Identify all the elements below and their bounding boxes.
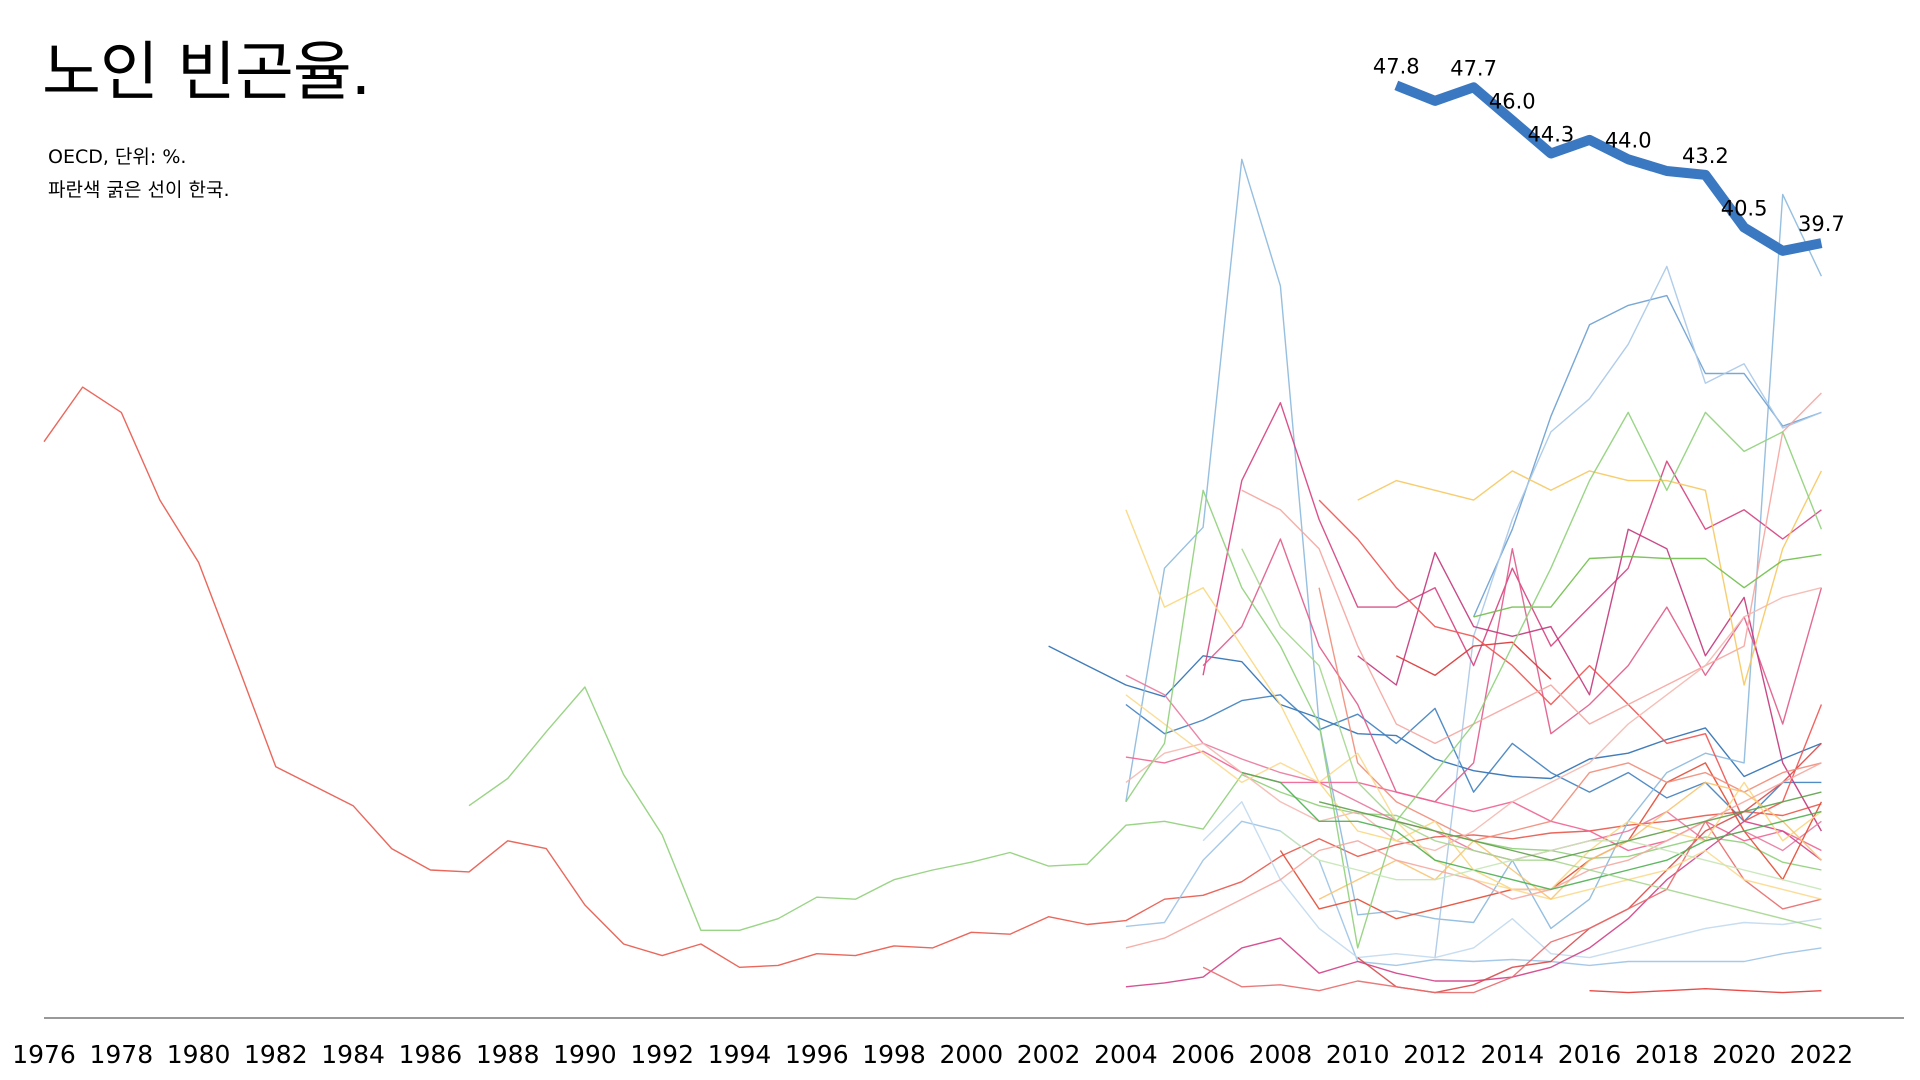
series-line-19 [1589, 988, 1822, 994]
x-tick-label: 2002 [1017, 1040, 1081, 1069]
series-line-6 [1472, 294, 1822, 618]
x-tick-label: 1988 [476, 1040, 540, 1069]
series-line-34 [1279, 830, 1822, 891]
korea-data-label: 40.5 [1721, 197, 1768, 221]
x-tick-label: 2014 [1480, 1040, 1544, 1069]
series-line-11 [1202, 538, 1823, 803]
series-line-2 [468, 686, 1822, 931]
x-tick-label: 1998 [862, 1040, 926, 1069]
chart-subtitle-source: OECD, 단위: %. [48, 146, 187, 168]
series-line-9 [1202, 801, 1822, 959]
series-line-16 [1395, 641, 1552, 680]
x-tick-label: 2018 [1635, 1040, 1699, 1069]
series-line-27 [1125, 694, 1822, 900]
x-tick-label: 2010 [1326, 1040, 1390, 1069]
chart-title: 노인 빈곤율. [42, 36, 371, 110]
series-line-31 [1125, 411, 1823, 949]
series-line-30 [1473, 553, 1822, 618]
x-axis-ticks: 1976 1978 1980 1982 1984 1986 1988 1990 1992 1994… [12, 1040, 1853, 1069]
x-tick-label: 2004 [1094, 1040, 1158, 1069]
series-line-18 [1318, 499, 1823, 822]
series-line-4 [1125, 694, 1822, 822]
series-line-8 [1434, 265, 1822, 958]
x-tick-label: 1980 [167, 1040, 231, 1069]
series-line-7 [1125, 820, 1822, 967]
korea-data-label: 39.7 [1798, 212, 1845, 236]
series-line-25 [1357, 470, 1823, 686]
series-line-3 [1048, 645, 1822, 780]
series-line-21 [1202, 820, 1822, 994]
korea-data-label: 44.3 [1528, 123, 1575, 147]
x-tick-label: 1996 [785, 1040, 849, 1069]
x-tick-label: 2008 [1249, 1040, 1313, 1069]
series-line-35 [1318, 791, 1822, 861]
series-line-32 [1241, 771, 1822, 891]
x-tick-label: 1984 [321, 1040, 385, 1069]
series-line-10 [1202, 402, 1822, 676]
chart-subtitle-note: 파란색 굵은 선이 한국. [48, 179, 230, 201]
x-tick-label: 2012 [1403, 1040, 1467, 1069]
korea-series-line [1394, 80, 1823, 256]
x-tick-label: 1978 [89, 1040, 153, 1069]
series-line-12 [1357, 528, 1823, 832]
x-tick-label: 2000 [939, 1040, 1003, 1069]
series-layer [43, 158, 1823, 994]
x-tick-label: 1982 [244, 1040, 308, 1069]
korea-data-label: 43.2 [1682, 144, 1729, 168]
korea-data-label: 44.0 [1605, 128, 1652, 152]
korea-data-label: 47.7 [1450, 56, 1497, 80]
x-tick-label: 1986 [399, 1040, 463, 1069]
korea-data-label: 47.8 [1373, 54, 1420, 78]
series-line-23 [1241, 392, 1822, 745]
series-line-5 [1125, 158, 1823, 930]
series-line-1 [43, 386, 1822, 968]
series-line-22 [1318, 587, 1822, 842]
x-tick-label: 1990 [553, 1040, 617, 1069]
x-tick-label: 1992 [630, 1040, 694, 1069]
korea-data-label: 46.0 [1489, 89, 1536, 113]
x-tick-label: 2016 [1558, 1040, 1622, 1069]
x-tick-label: 2022 [1790, 1040, 1854, 1069]
x-tick-label: 2020 [1712, 1040, 1776, 1069]
highlight-layer: 47.8 47.7 46.0 44.3 44.0 43.2 40.5 39.7 [1373, 54, 1845, 256]
x-tick-label: 1976 [12, 1040, 76, 1069]
series-line-33 [1241, 548, 1822, 930]
x-tick-label: 1994 [708, 1040, 772, 1069]
x-tick-label: 2006 [1171, 1040, 1235, 1069]
